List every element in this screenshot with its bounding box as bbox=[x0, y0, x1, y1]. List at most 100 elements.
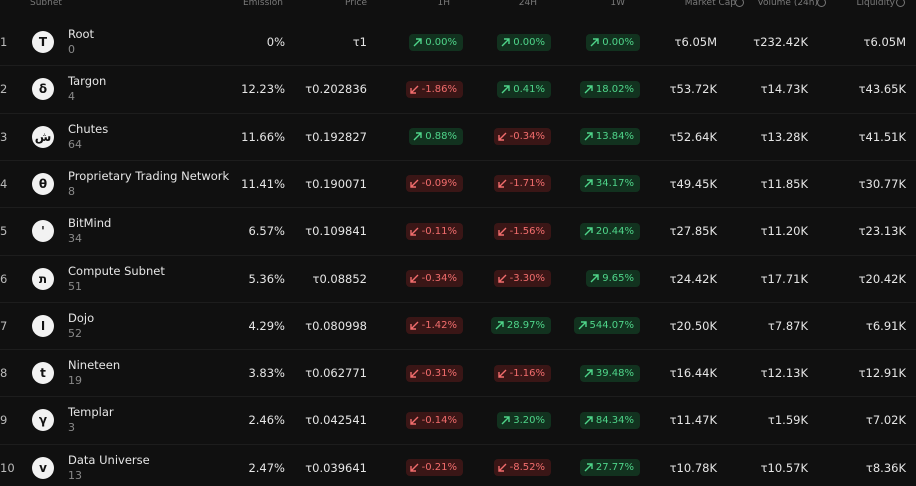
arrow-down bbox=[497, 132, 507, 141]
subnet-name[interactable]: Data Universe bbox=[68, 452, 150, 467]
row-separator bbox=[0, 112, 916, 114]
emission: 2.47% bbox=[248, 460, 285, 475]
column-header[interactable]: Volume (24h) bbox=[757, 0, 818, 8]
arrow-up bbox=[590, 274, 599, 283]
column-header[interactable]: 24H bbox=[518, 0, 537, 8]
arrow-up bbox=[501, 85, 510, 94]
rank: 2 bbox=[0, 82, 8, 97]
column-header[interactable]: 1W bbox=[610, 0, 625, 8]
volume: τ11.85K bbox=[760, 176, 808, 191]
change-value: 3.20% bbox=[513, 414, 545, 426]
change-value: 0.00% bbox=[602, 36, 634, 48]
price: τ0.190071 bbox=[305, 176, 367, 191]
info-icon bbox=[817, 0, 826, 7]
change-pill: -0.09% bbox=[405, 175, 463, 193]
row-separator bbox=[0, 396, 916, 398]
arrow-up bbox=[584, 226, 593, 236]
column-header[interactable]: Market Cap bbox=[684, 0, 736, 8]
subnet-name[interactable]: Targon bbox=[68, 74, 107, 89]
column-header[interactable]: Emission bbox=[242, 0, 283, 8]
change-value: -0.34% bbox=[421, 273, 457, 284]
volume: τ14.73K bbox=[760, 82, 808, 97]
arrow-down bbox=[497, 227, 507, 236]
emission: 11.66% bbox=[241, 129, 285, 144]
arrow-up bbox=[495, 321, 504, 330]
subnet-name[interactable]: Root bbox=[68, 27, 95, 41]
subnet-name[interactable]: Dojo bbox=[68, 310, 95, 325]
change-value: 0.41% bbox=[513, 83, 545, 95]
subnet-id: 19 bbox=[68, 374, 82, 388]
arrow-up bbox=[501, 37, 510, 46]
column-header[interactable]: Subnet bbox=[30, 0, 62, 8]
subnet-name[interactable]: Compute Subnet bbox=[68, 263, 165, 278]
volume: τ17.71K bbox=[760, 271, 808, 286]
change-value: 544.07% bbox=[589, 320, 635, 332]
column-header[interactable]: Liquidity bbox=[856, 0, 895, 8]
change-pill: 28.97% bbox=[490, 317, 551, 335]
change-pill: 27.77% bbox=[579, 459, 640, 477]
rank: 7 bbox=[0, 318, 8, 333]
change-value: 39.48% bbox=[595, 367, 634, 379]
change-value: 20.44% bbox=[595, 225, 634, 237]
arrow-down bbox=[409, 274, 419, 283]
subnet-id: 8 bbox=[68, 184, 75, 198]
liquidity: τ20.42K bbox=[858, 271, 906, 286]
liquidity: τ41.51K bbox=[858, 129, 906, 144]
volume: τ1.59K bbox=[767, 413, 808, 428]
change-value: 0.00% bbox=[425, 36, 457, 48]
arrow-down bbox=[409, 321, 419, 330]
column-header[interactable]: Price bbox=[345, 0, 367, 8]
arrow-up bbox=[590, 37, 599, 46]
subnet-icon: ا bbox=[32, 314, 54, 337]
arrow-up bbox=[413, 132, 422, 141]
price: τ0.08852 bbox=[312, 271, 367, 286]
rank: 9 bbox=[0, 413, 8, 428]
volume: τ13.28K bbox=[760, 129, 808, 144]
change-value: -1.71% bbox=[509, 178, 545, 190]
change-value: 34.17% bbox=[595, 178, 634, 190]
price: τ0.109841 bbox=[305, 224, 367, 239]
liquidity: τ30.77K bbox=[858, 176, 906, 191]
change-value: 0.00% bbox=[513, 36, 545, 48]
subnet-id: 64 bbox=[68, 137, 82, 151]
row-separator bbox=[0, 159, 916, 161]
liquidity: τ12.91K bbox=[858, 366, 906, 381]
subnet-name[interactable]: Templar bbox=[68, 405, 114, 420]
change-value: -0.21% bbox=[421, 462, 457, 474]
change-pill: -1.16% bbox=[493, 364, 551, 382]
change-value: -0.34% bbox=[509, 131, 545, 143]
arrow-up bbox=[584, 368, 593, 378]
subnet-name[interactable]: BitMind bbox=[68, 216, 112, 231]
change-value: -1.42% bbox=[421, 320, 457, 332]
info-icon bbox=[735, 0, 744, 7]
market-cap: τ53.72K bbox=[669, 82, 717, 97]
subnet-icon: γ bbox=[32, 409, 54, 432]
arrow-up bbox=[413, 37, 422, 46]
change-value: -1.86% bbox=[421, 83, 457, 95]
change-value: -0.14% bbox=[421, 414, 457, 426]
column-header[interactable]: 1H bbox=[437, 0, 451, 8]
liquidity: τ23.13K bbox=[858, 224, 906, 239]
subnet-name[interactable]: Chutes bbox=[68, 121, 109, 136]
change-pill: -8.52% bbox=[493, 459, 551, 477]
change-value: -0.31% bbox=[421, 367, 457, 379]
subnet-icon: ת bbox=[32, 267, 54, 290]
change-value: -1.16% bbox=[509, 367, 545, 379]
change-pill: 9.65% bbox=[586, 270, 640, 287]
rank: 10 bbox=[0, 460, 15, 475]
market-cap: τ24.42K bbox=[669, 271, 717, 286]
change-value: -1.56% bbox=[509, 225, 545, 237]
change-pill: 18.02% bbox=[579, 80, 640, 98]
subnet-id: 34 bbox=[68, 232, 82, 246]
subnet-name[interactable]: Nineteen bbox=[68, 358, 121, 373]
subnet-icon: δ bbox=[32, 78, 54, 101]
price: τ1 bbox=[352, 35, 367, 49]
subnet-icon: T bbox=[32, 31, 54, 53]
row-separator bbox=[0, 65, 916, 67]
change-value: -8.52% bbox=[509, 462, 545, 474]
subnet-id: 52 bbox=[68, 326, 82, 340]
change-value: 18.02% bbox=[595, 83, 634, 95]
arrow-down bbox=[409, 416, 419, 425]
subnet-name[interactable]: Proprietary Trading Network bbox=[68, 168, 230, 183]
rank: 4 bbox=[0, 176, 8, 191]
